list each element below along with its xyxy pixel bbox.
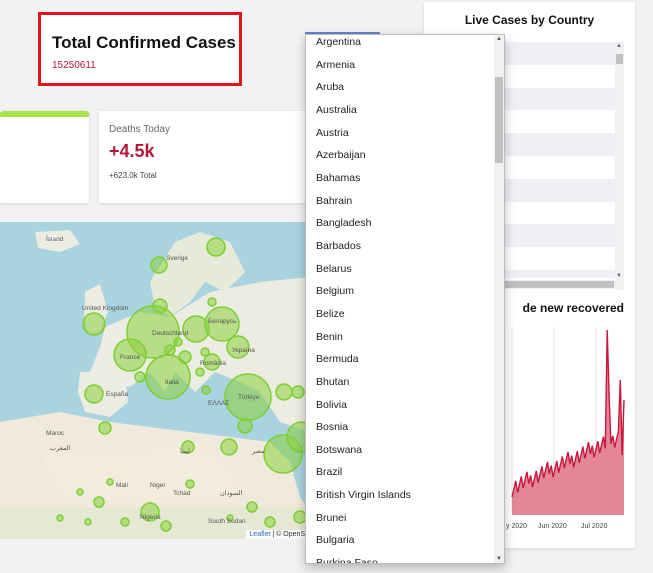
country-option[interactable]: Bermuda bbox=[316, 353, 359, 366]
map-label: Niger bbox=[150, 482, 166, 489]
country-option[interactable]: Belgium bbox=[316, 285, 354, 298]
map-label: România bbox=[200, 360, 226, 367]
world-map[interactable]: Ísland Sverige United Kingdom Deutschlan… bbox=[0, 222, 310, 539]
total-confirmed-title: Total Confirmed Cases bbox=[52, 33, 236, 52]
country-option[interactable]: Bulgaria bbox=[316, 534, 355, 547]
country-option[interactable]: Brazil bbox=[316, 466, 343, 479]
live-list-hscrollbar[interactable] bbox=[432, 280, 623, 289]
map-label: Maroc bbox=[46, 430, 65, 437]
map-label: South Sudan bbox=[208, 518, 246, 525]
total-confirmed-card: Total Confirmed Cases 15250611 bbox=[38, 12, 242, 86]
country-option[interactable]: Bosnia bbox=[316, 421, 349, 434]
map-label: United Kingdom bbox=[82, 305, 128, 312]
recovered-area bbox=[512, 330, 624, 515]
country-option[interactable]: Argentina bbox=[316, 36, 361, 48]
country-option[interactable]: Austria bbox=[316, 126, 349, 139]
dropdown-scrollbar[interactable]: ▲ ▼ bbox=[494, 35, 504, 563]
country-option[interactable]: Aruba bbox=[316, 81, 345, 94]
deaths-total-value: +623.0k Total bbox=[109, 171, 157, 180]
country-option[interactable]: Burkina Faso bbox=[316, 557, 378, 564]
country-option[interactable]: Azerbaijan bbox=[316, 149, 366, 162]
map-label: Sverige bbox=[166, 255, 188, 262]
x-tick-label: Jun 2020 bbox=[538, 523, 567, 530]
country-option[interactable]: Bolivia bbox=[316, 398, 347, 411]
live-cases-title: Live Cases by Country bbox=[464, 13, 595, 27]
map-attribution: Leaflet | © OpenSt bbox=[246, 530, 310, 539]
map-label: España bbox=[106, 391, 128, 398]
country-option[interactable]: Bhutan bbox=[316, 375, 350, 388]
country-option[interactable]: Brunei bbox=[316, 511, 347, 524]
country-option[interactable]: Bangladesh bbox=[316, 217, 372, 230]
map-label: Nigeria bbox=[140, 514, 161, 521]
total-confirmed-value: 15250611 bbox=[52, 60, 96, 71]
select-focus-accent bbox=[305, 32, 380, 34]
live-list-scrollbar[interactable]: ▲ ▼ bbox=[615, 42, 624, 290]
scrollbar-thumb[interactable] bbox=[616, 54, 623, 64]
country-option[interactable]: Australia bbox=[316, 103, 357, 116]
country-option[interactable]: Benin bbox=[316, 330, 343, 343]
recovered-chart[interactable]: y 2020 Jun 2020 Jul 2020 bbox=[424, 317, 635, 537]
map-label: Mali bbox=[116, 482, 128, 489]
map-land-sahara bbox=[40, 447, 240, 502]
deaths-today-label: Deaths Today bbox=[109, 124, 170, 135]
country-dropdown[interactable]: Argentina Armenia Aruba Australia Austria Aze… bbox=[305, 34, 505, 564]
country-option[interactable]: Barbados bbox=[316, 239, 361, 252]
map-label: Україна bbox=[232, 347, 255, 354]
map-label: السودان bbox=[220, 489, 243, 497]
map-label: المغرب bbox=[50, 444, 71, 452]
map-label: France bbox=[120, 354, 141, 361]
live-case-row bbox=[432, 269, 623, 278]
x-tick-label: y 2020 bbox=[506, 523, 527, 530]
deaths-today-value: +4.5k bbox=[109, 141, 155, 161]
country-option[interactable]: Belize bbox=[316, 307, 345, 320]
map-label: مصر bbox=[251, 448, 265, 455]
country-option[interactable]: Bahamas bbox=[316, 171, 361, 184]
stat-accent-bar bbox=[0, 111, 89, 117]
triangle-down-icon[interactable]: ▼ bbox=[496, 556, 502, 562]
hscrollbar-thumb[interactable] bbox=[434, 281, 614, 288]
recovered-chart-title: de new recovered bbox=[522, 301, 624, 315]
map-label: Ísland bbox=[46, 234, 64, 243]
country-option[interactable]: Armenia bbox=[316, 58, 356, 71]
country-option[interactable]: Belarus bbox=[316, 262, 352, 275]
map-canvas[interactable]: Ísland Sverige United Kingdom Deutschlan… bbox=[0, 222, 310, 539]
map-land-iceland bbox=[35, 230, 80, 252]
map-label: Deutschland bbox=[152, 330, 189, 337]
deaths-today-card: Deaths Today +4.5k +623.0k Total bbox=[99, 111, 311, 203]
country-option[interactable]: Bahrain bbox=[316, 194, 353, 207]
triangle-up-icon[interactable]: ▲ bbox=[496, 36, 502, 42]
stat-card-partial bbox=[0, 111, 89, 203]
attribution-text: | © OpenSt bbox=[272, 531, 307, 538]
dropdown-scrollbar-thumb[interactable] bbox=[495, 77, 503, 163]
map-label: ΕΛΛΑΣ bbox=[208, 400, 229, 407]
leaflet-link[interactable]: Leaflet bbox=[249, 531, 271, 538]
triangle-down-icon[interactable]: ▼ bbox=[616, 273, 622, 279]
country-option[interactable]: British Virgin Islands bbox=[316, 489, 411, 502]
map-label: ليبيا bbox=[180, 447, 190, 455]
country-option[interactable]: Botswana bbox=[316, 443, 363, 456]
map-label: Türkiye bbox=[238, 394, 260, 401]
map-label: Tchad bbox=[173, 490, 191, 497]
map-land-sahel bbox=[0, 507, 310, 539]
x-tick-label: Jul 2020 bbox=[581, 523, 608, 530]
map-label: Italia bbox=[165, 379, 179, 386]
triangle-up-icon[interactable]: ▲ bbox=[616, 43, 622, 49]
country-option-list[interactable]: Argentina Armenia Aruba Australia Austria Aze… bbox=[306, 35, 494, 564]
map-land-iceland-cap bbox=[48, 235, 58, 241]
recovered-line bbox=[511, 329, 625, 498]
map-label: Беларусь bbox=[208, 318, 237, 325]
